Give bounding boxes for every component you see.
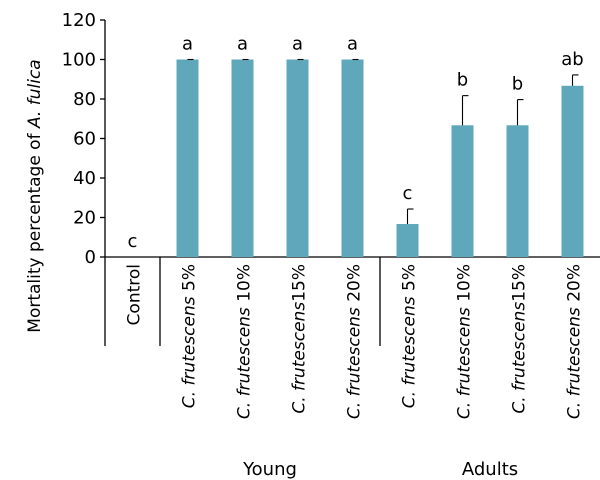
error-bars [187,58,579,225]
bar [341,59,364,257]
x-tick-label-species: C. frutescens [235,307,255,419]
x-tick-label-text: 15% [510,264,530,302]
significance-label: ab [561,49,583,70]
bar [396,224,419,257]
significance-label: b [512,74,523,95]
x-tick-label: C. frutescens 5% [400,264,420,408]
x-tick-label-species: C. frutescens [345,307,365,419]
x-tick-label-text: 15% [290,264,310,302]
y-tick-label: 80 [73,89,96,110]
significance-label: c [128,231,138,252]
x-tick-label: C. frutescens 20% [345,264,365,419]
bar [561,85,584,257]
significance-label: a [182,34,193,55]
x-tick-label: C. frutescens 10% [235,264,255,419]
x-tick-label-text: Control [125,264,145,325]
y-tick-label: 100 [62,50,96,71]
significance-label: c [403,183,413,204]
x-tick-label: C. frutescens 5% [180,264,200,408]
x-tick-label: Control [125,264,145,325]
x-tick-label: C. frutescens15% [510,264,530,414]
bar [176,59,199,257]
group-label: Adults [462,459,518,480]
significance-labels: c a a a a c b b ab [128,34,584,253]
bar [506,125,529,257]
x-tick-label-text: 10% [455,264,475,307]
x-tick-label-species: C. frutescens [565,307,585,419]
significance-label: a [292,34,303,55]
x-tick-label-species: C. frutescens [180,296,200,408]
bars [176,59,584,257]
bar [451,125,474,257]
y-tick-label: 120 [62,10,96,31]
x-tick-label-species: C. frutescens [455,307,475,419]
x-tick-label-text: 20% [345,264,365,307]
significance-label: b [457,70,468,91]
x-tick-label-text: 10% [235,264,255,307]
x-tick-label-text: 5% [180,264,200,296]
y-tick-label: 0 [85,247,96,268]
y-axis-label-text: Mortality percentage of [25,128,45,333]
x-tick-label-species: C. frutescens [510,302,530,414]
significance-label: a [347,34,358,55]
y-tick-label: 40 [73,168,96,189]
bar [286,59,309,257]
y-axis: 0 20 40 60 80 100 120 [62,10,600,268]
x-tick-label: C. frutescens 20% [565,264,585,419]
group-label: Young [242,459,297,480]
x-tick-label-text: 20% [565,264,585,307]
bar [231,59,254,257]
x-tick-label: C. frutescens 10% [455,264,475,419]
y-axis-label: Mortality percentage of A. fulica [25,59,45,332]
x-tick-label-text: 5% [400,264,420,296]
y-tick-label: 20 [73,208,96,229]
x-tick-label-species: C. frutescens [290,302,310,414]
y-axis-label-species: A. fulica [25,59,45,129]
group-labels: Young Adults [242,459,518,480]
group-separators [104,257,381,346]
x-tick-label-species: C. frutescens [400,296,420,408]
x-tick-label: C. frutescens15% [290,264,310,414]
y-tick-label: 60 [73,129,96,150]
significance-label: a [237,34,248,55]
